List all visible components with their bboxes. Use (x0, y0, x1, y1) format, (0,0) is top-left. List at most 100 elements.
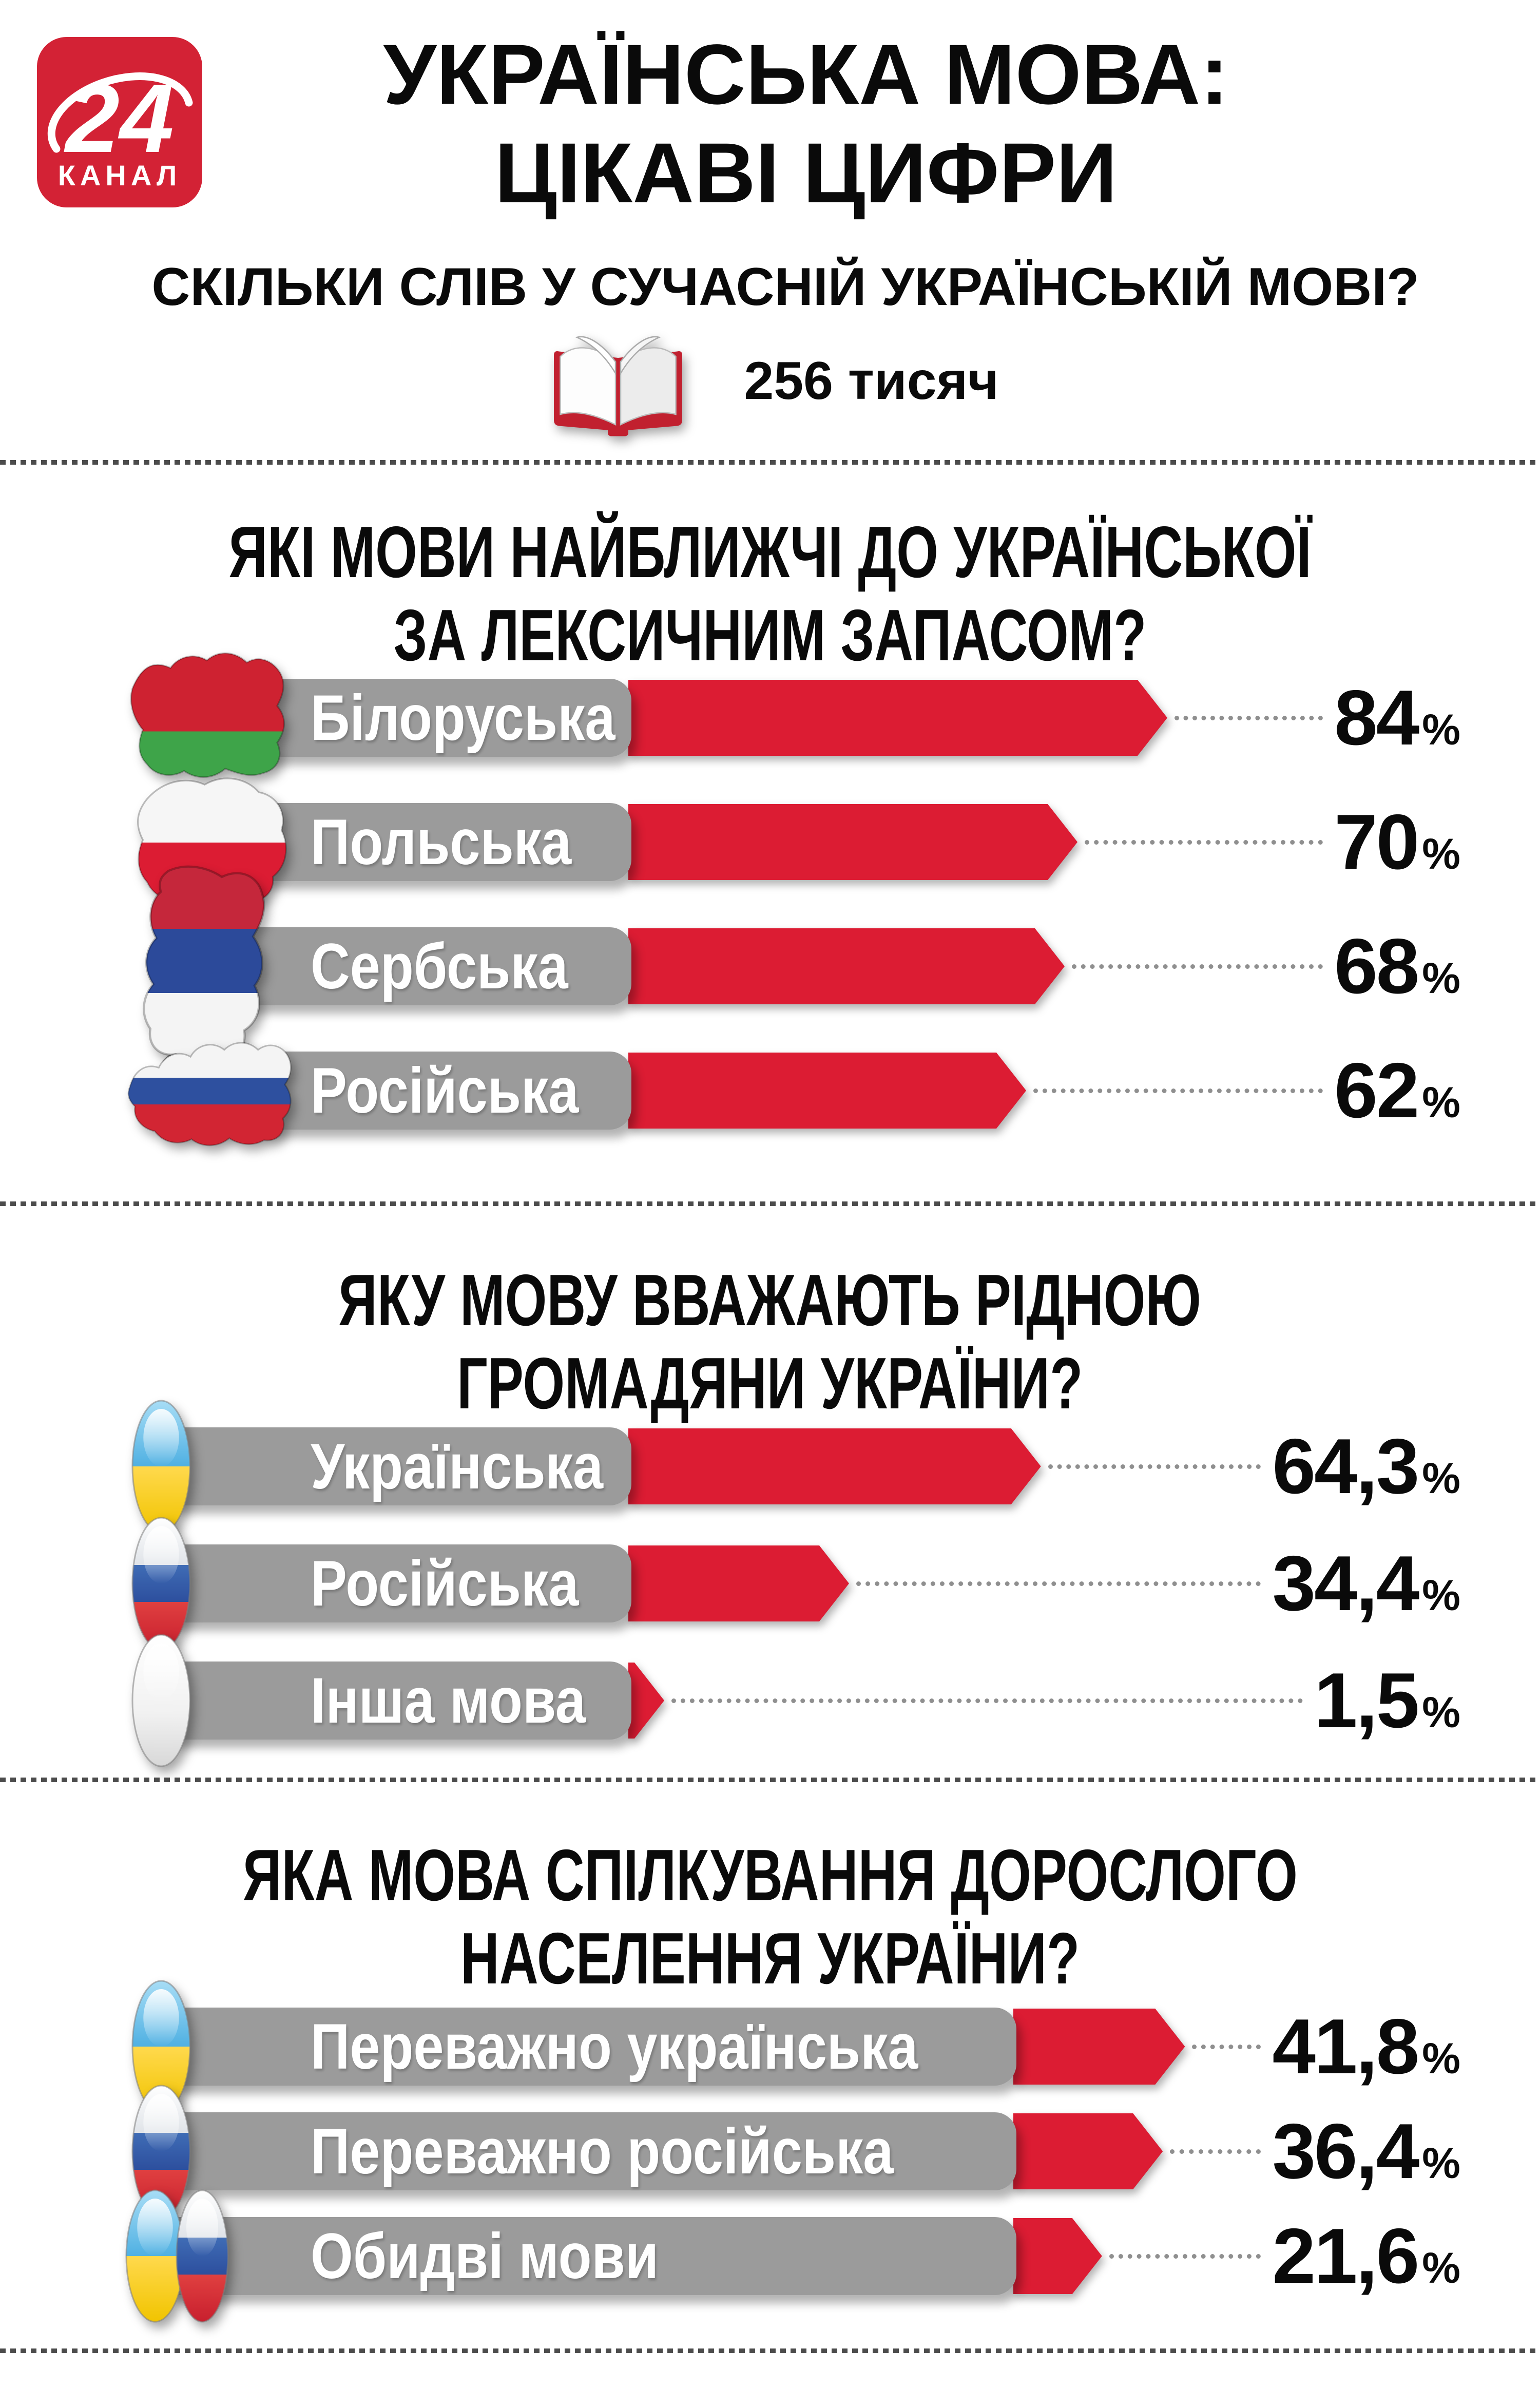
russia-flag-ellipse-icon (129, 2082, 193, 2221)
section-title-line2: ЗА ЛЕКСИЧНИМ ЗАПАСОМ? (393, 595, 1147, 676)
value-label: 36,4% (1272, 2107, 1460, 2197)
value-bar-arrow (1013, 2218, 1102, 2294)
language-pill: Переважно українська (159, 2008, 1016, 2086)
percent-sign: % (1422, 1571, 1460, 1619)
value-bar (628, 680, 1167, 756)
language-pill: Переважно російська (159, 2112, 1016, 2190)
bar-rows: 84% Білоруська 70% Польська 68% Сербська 62% Ро… (0, 652, 1540, 1153)
page-title: УКРАЇНСЬКА МОВА: ЦІКАВІ ЦИФРИ (216, 26, 1396, 223)
value-meter: 64,3% (1048, 1410, 1460, 1523)
value-bar (628, 1545, 849, 1621)
value-number: 70 (1334, 798, 1419, 886)
value-bar-arrow (628, 1663, 664, 1739)
language-pill: Російська (159, 1544, 631, 1622)
language-label: Польська (311, 806, 572, 878)
percent-sign: % (1422, 1454, 1460, 1502)
intro-fact: 256 тисяч (0, 314, 1540, 448)
section-title-line1: ЯКУ МОВУ ВВАЖАЮТЬ РІДНОЮ (338, 1259, 1202, 1341)
value-bar-arrow (628, 680, 1167, 756)
dotted-connector (1085, 839, 1323, 845)
dotted-connector (1109, 2254, 1261, 2259)
percent-sign: % (1422, 705, 1460, 754)
value-bar (1013, 2218, 1102, 2294)
value-bar-arrow (628, 1428, 1041, 1504)
section-title-line1: ЯКА МОВА СПІЛКУВАННЯ ДОРОСЛОГО (242, 1835, 1298, 1916)
section-title: ЯКА МОВА СПІЛКУВАННЯ ДОРОСЛОГО НАСЕЛЕННЯ… (0, 1834, 1540, 2000)
value-bar (628, 1053, 1026, 1129)
value-number: 21,6 (1272, 2212, 1419, 2300)
percent-sign: % (1422, 829, 1460, 878)
value-number: 1,5 (1314, 1656, 1419, 1744)
other-language-ellipse-icon (129, 1631, 193, 1770)
value-bar-arrow (1013, 2113, 1163, 2189)
dotted-divider (0, 1201, 1540, 1206)
dotted-connector (856, 1581, 1261, 1586)
bar-row: 36,4% Переважно російська (0, 2085, 1540, 2218)
dotted-connector (1048, 1464, 1261, 1469)
value-meter: 70% (1085, 786, 1460, 899)
value-label: 68% (1334, 922, 1460, 1011)
section-title: ЯКУ МОВУ ВВАЖАЮТЬ РІДНОЮ ГРОМАДЯНИ УКРАЇ… (0, 1259, 1540, 1425)
bar-row: 64,3% Українська (0, 1400, 1540, 1533)
value-bar-arrow (1013, 2009, 1185, 2085)
open-book-icon (554, 336, 683, 436)
bar-row: 84% Білоруська (0, 652, 1540, 780)
language-pill: Українська (159, 1427, 631, 1505)
language-label: Переважно українська (311, 2011, 918, 2083)
value-label: 1,5% (1314, 1656, 1460, 1746)
language-label: Білоруська (311, 682, 615, 754)
logo-text: КАНАЛ (57, 159, 182, 192)
section-title-line2: ГРОМАДЯНИ УКРАЇНИ? (457, 1343, 1083, 1424)
value-bar-arrow (628, 1545, 849, 1621)
percent-sign: % (1422, 953, 1460, 1002)
value-meter: 41,8% (1192, 1990, 1460, 2103)
section-title: ЯКІ МОВИ НАЙБЛИЖЧІ ДО УКРАЇНСЬКОЇ ЗА ЛЕК… (0, 511, 1540, 677)
value-label: 34,4% (1272, 1539, 1460, 1629)
value-number: 68 (1334, 922, 1419, 1010)
bar-row: 68% Сербська (0, 865, 1540, 1068)
section-title-line2: НАСЕЛЕННЯ УКРАЇНИ? (460, 1918, 1080, 1999)
dotted-divider (0, 2348, 1540, 2353)
language-pill: Обидві мови (159, 2217, 1016, 2295)
dotted-connector (671, 1698, 1303, 1703)
language-label: Сербська (311, 930, 568, 1002)
language-label: Інша мова (311, 1665, 586, 1736)
belarus-map-flag-icon (119, 637, 298, 799)
language-label: Російська (311, 1548, 579, 1619)
percent-sign: % (1422, 2034, 1460, 2083)
language-pill: Інша мова (159, 1662, 631, 1740)
value-label: 84% (1334, 673, 1460, 763)
percent-sign: % (1422, 2243, 1460, 2292)
value-number: 41,8 (1272, 2002, 1419, 2090)
language-label: Обидві мови (311, 2220, 659, 2292)
bar-row: 1,5% Інша мова (0, 1634, 1540, 1767)
ukraine-russia-flag-ellipses-icon (123, 2186, 236, 2326)
value-meter: 84% (1175, 661, 1460, 774)
value-bar-arrow (628, 804, 1077, 880)
value-bar (628, 1428, 1041, 1504)
logo-number: 24 (65, 64, 174, 173)
percent-sign: % (1422, 1078, 1460, 1126)
value-label: 62% (1334, 1046, 1460, 1136)
dotted-connector (1033, 1088, 1323, 1093)
value-bar-arrow (628, 1053, 1026, 1129)
russia-map-flag-icon (119, 1016, 298, 1165)
value-bar (1013, 2009, 1185, 2085)
value-label: 21,6% (1272, 2211, 1460, 2301)
value-bar (628, 1663, 664, 1739)
bar-row: 62% Російська (0, 1028, 1540, 1153)
page-title-line2: ЦІКАВІ ЦИФРИ (494, 126, 1118, 221)
bar-row: 21,6% Обидві мови (0, 2189, 1540, 2323)
value-meter: 36,4% (1170, 2095, 1460, 2208)
intro-question: СКІЛЬКИ СЛІВ У СУЧАСНІЙ УКРАЇНСЬКІЙ МОВІ… (151, 257, 1419, 317)
logo-swoosh-icon (47, 72, 193, 153)
value-meter: 34,4% (856, 1527, 1460, 1640)
dotted-connector (1072, 964, 1323, 969)
bar-row: 34,4% Російська (0, 1517, 1540, 1650)
value-number: 34,4 (1272, 1539, 1419, 1627)
value-number: 62 (1334, 1046, 1419, 1134)
percent-sign: % (1422, 1688, 1460, 1736)
value-number: 84 (1334, 674, 1419, 761)
channel-24-logo: 24 КАНАЛ (37, 37, 202, 207)
